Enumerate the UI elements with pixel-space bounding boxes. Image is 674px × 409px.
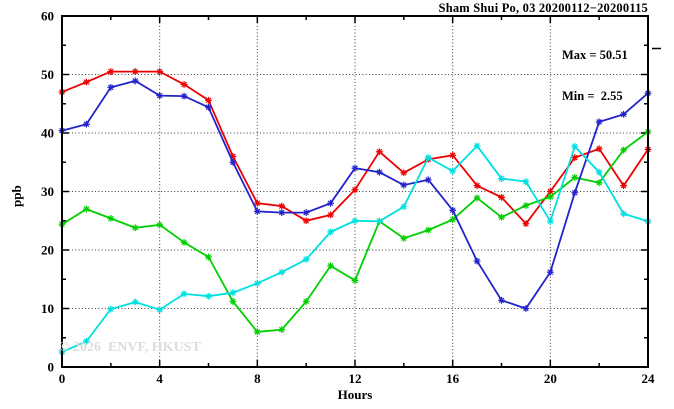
x-tick-label: 4 — [156, 371, 163, 386]
max-value-label: Max = 50.51 — [562, 48, 628, 62]
x-tick-label: 24 — [642, 371, 656, 386]
x-tick-label: 8 — [254, 371, 261, 386]
y-tick-label: 0 — [48, 360, 55, 375]
y-tick-label: 40 — [41, 126, 54, 141]
x-tick-label: 16 — [446, 371, 460, 386]
series-cyan — [58, 142, 652, 356]
x-tick-label: 0 — [59, 371, 66, 386]
y-tick-label: 30 — [41, 184, 54, 199]
y-axis-label: ppb — [9, 185, 24, 207]
maxmin-annotation: Max = 50.51 Min = 2.55 — [562, 22, 628, 130]
tick-labels: 0 10 20 30 40 50 60 0 4 8 12 16 20 24 — [41, 9, 655, 387]
series-blue — [58, 77, 652, 312]
watermark: © 2026 ENVF, HKUST — [59, 340, 201, 355]
plot-border — [61, 15, 649, 368]
chart-title: Sham Shui Po, 03 20200112−20200115 — [438, 1, 648, 15]
x-tick-label: 12 — [349, 371, 362, 386]
y-tick-label: 20 — [41, 243, 54, 258]
x-tick-label: 20 — [544, 371, 557, 386]
y-tick-label: 10 — [41, 301, 54, 316]
y-tick-label: 60 — [41, 9, 54, 24]
x-axis-label: Hours — [337, 387, 373, 402]
y-tick-label: 50 — [41, 67, 54, 82]
min-value-label: Min = 2.55 — [562, 88, 623, 103]
